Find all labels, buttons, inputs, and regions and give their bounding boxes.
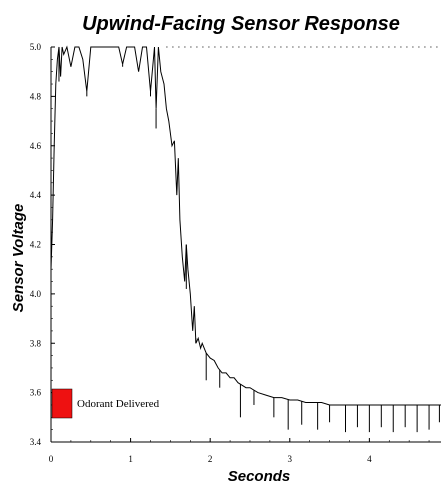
y-axis-label: Sensor Voltage bbox=[10, 204, 27, 313]
x-tick-label: 4 bbox=[367, 454, 372, 464]
y-tick-label: 4.8 bbox=[30, 91, 42, 101]
y-tick-label: 4.2 bbox=[30, 240, 41, 250]
y-tick-label: 4.0 bbox=[30, 289, 42, 299]
legend-swatch bbox=[51, 388, 73, 419]
y-tick-label: 3.6 bbox=[30, 388, 42, 398]
legend-label: Odorant Delivered bbox=[77, 398, 160, 410]
y-tick-label: 3.8 bbox=[30, 338, 42, 348]
y-tick-label: 3.4 bbox=[30, 437, 42, 447]
x-tick-label: 2 bbox=[208, 454, 213, 464]
y-tick-label: 5.0 bbox=[30, 42, 42, 52]
plot-area: 3.4 3.6 3.8 4.0 4.2 4.4 4.6 4.8 5.0 0 1 2 3 4 Odorant … bbox=[30, 42, 441, 464]
y-tick-label: 4.6 bbox=[30, 141, 42, 151]
chart-title: Upwind-Facing Sensor Response bbox=[82, 13, 400, 35]
x-tick-label: 1 bbox=[128, 454, 133, 464]
x-axis-label: Seconds bbox=[228, 468, 291, 485]
x-tick-label: 3 bbox=[288, 454, 293, 464]
y-tick-label: 4.4 bbox=[30, 190, 42, 200]
response-line bbox=[50, 45, 441, 406]
x-tick-label: 0 bbox=[49, 454, 54, 464]
